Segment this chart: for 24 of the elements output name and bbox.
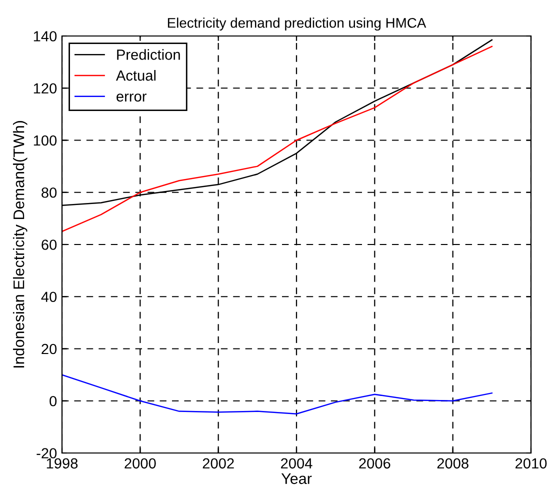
x-tick-label: 2008 <box>437 458 468 469</box>
legend-label: Prediction <box>117 49 180 60</box>
x-tick-label: 2000 <box>124 458 156 469</box>
chart-title: Electricity demand prediction using HMCA <box>168 18 426 31</box>
x-axis-title: Year <box>281 473 312 484</box>
y-tick-label: 140 <box>34 31 57 42</box>
x-tick-label: 2004 <box>281 458 312 469</box>
y-tick-label: 60 <box>42 240 57 250</box>
x-tick-label: 1998 <box>46 458 78 469</box>
y-tick-label: 100 <box>34 135 57 146</box>
legend-label: error <box>116 94 147 102</box>
y-tick-label: 20 <box>42 344 57 354</box>
legend-label: Actual <box>116 70 156 81</box>
line-series <box>62 46 493 232</box>
line-series <box>62 374 493 415</box>
y-axis-title: Indonesian Electricity Demand(TWh) <box>13 121 28 368</box>
x-tick-label: 2002 <box>202 458 234 469</box>
x-tick-label: 2006 <box>359 458 390 469</box>
y-tick-label: 80 <box>42 187 57 198</box>
y-tick-label: 0 <box>50 396 57 406</box>
y-tick-label: 120 <box>34 83 57 94</box>
y-tick-label: -20 <box>36 448 57 458</box>
y-tick-label: 40 <box>41 292 57 302</box>
x-tick-label: 2010 <box>516 458 547 469</box>
